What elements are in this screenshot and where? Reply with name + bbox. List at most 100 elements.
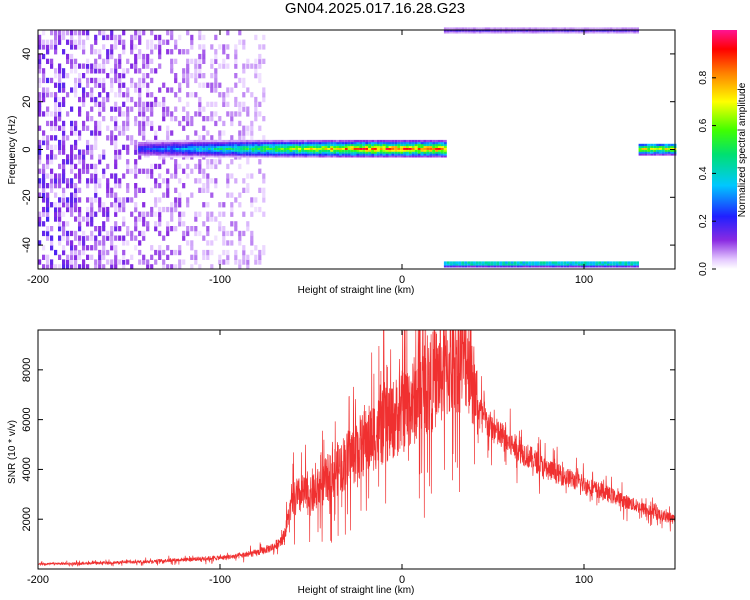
heatmap-noise-cell (154, 221, 158, 227)
heatmap-noise-cell (130, 39, 134, 45)
heatmap-noise-cell (186, 73, 190, 79)
heatmap-signal-cell (397, 151, 401, 154)
heatmap-signal-cell (661, 145, 665, 148)
heatmap-noise-cell (166, 49, 170, 55)
heatmap-noise-cell (78, 111, 82, 117)
heatmap-signal-cell (382, 153, 386, 156)
heatmap-signal-cell (199, 145, 203, 148)
heatmap-signal-cell (161, 155, 165, 158)
heatmap-signal-cell (167, 149, 171, 152)
heatmap-noise-cell (138, 230, 142, 237)
heatmap-noise-cell (78, 96, 82, 103)
heatmap-signal-cell (298, 149, 302, 152)
heatmap-noise-cell (70, 249, 74, 256)
heatmap-noise-cell (54, 92, 58, 98)
heatmap-noise-cell (162, 106, 166, 112)
heatmap-noise-cell (126, 96, 130, 103)
heatmap-signal-cell (540, 263, 543, 266)
heatmap-noise-cell (38, 77, 42, 84)
heatmap-noise-cell (38, 221, 42, 227)
heatmap-noise-cell (150, 39, 154, 45)
heatmap-noise-cell (166, 130, 170, 136)
heatmap-noise-cell (218, 82, 222, 88)
heatmap-noise-cell (114, 163, 118, 170)
heatmap-signal-cell (647, 147, 651, 150)
heatmap-signal-cell (347, 141, 351, 145)
heatmap-noise-cell (66, 230, 70, 237)
heatmap-signal-cell (176, 141, 179, 145)
heatmap-noise-cell (94, 240, 98, 246)
heatmap-noise-cell (114, 92, 118, 98)
heatmap-signal-cell (164, 141, 168, 145)
heatmap-noise-cell (242, 82, 246, 88)
heatmap-noise-cell (54, 249, 58, 256)
heatmap-noise-cell (150, 49, 154, 55)
heatmap-signal-cell (275, 139, 278, 143)
heatmap-signal-cell (341, 147, 345, 150)
heatmap-noise-cell (238, 264, 242, 270)
heatmap-noise-cell (194, 92, 198, 98)
heatmap-noise-cell (86, 82, 90, 88)
heatmap-noise-cell (70, 264, 74, 270)
heatmap-noise-cell (258, 125, 262, 131)
heatmap-signal-cell (245, 143, 249, 147)
heatmap-noise-cell (134, 68, 138, 74)
heatmap-signal-cell (309, 145, 313, 148)
heatmap-noise-cell (110, 259, 114, 265)
heatmap-noise-cell (258, 58, 262, 64)
heatmap-signal-cell (624, 263, 628, 266)
heatmap-signal-cell (557, 263, 561, 266)
heatmap-noise-cell (170, 30, 174, 36)
heatmap-signal-cell (446, 261, 450, 264)
heatmap-noise-cell (198, 82, 202, 88)
heatmap-noise-cell (122, 92, 126, 98)
heatmap-signal-cell (301, 147, 305, 150)
heatmap-signal-cell (292, 153, 296, 156)
heatmap-signal-cell (222, 143, 226, 147)
heatmap-signal-cell (277, 143, 281, 147)
heatmap-noise-cell (38, 216, 42, 222)
heatmap-signal-cell (205, 139, 208, 143)
heatmap-noise-cell (86, 77, 90, 84)
heatmap-noise-cell (114, 39, 118, 45)
heatmap-noise-cell (94, 197, 98, 203)
heatmap-noise-cell (130, 168, 134, 174)
heatmap-signal-cell (350, 141, 354, 145)
heatmap-noise-cell (70, 178, 74, 184)
heatmap-noise-cell (42, 197, 46, 203)
heatmap-noise-cell (90, 44, 94, 50)
heatmap-signal-cell (248, 141, 252, 145)
heatmap-signal-cell (368, 151, 371, 154)
heatmap-signal-cell (528, 27, 532, 30)
heatmap-signal-cell (574, 31, 578, 34)
heatmap-signal-cell (164, 139, 168, 143)
heatmap-noise-cell (66, 111, 70, 117)
heatmap-signal-cell (563, 261, 567, 264)
heatmap-noise-cell (218, 116, 222, 122)
heatmap-noise-cell (118, 82, 122, 88)
heatmap-signal-cell (307, 147, 310, 150)
heatmap-noise-cell (150, 168, 154, 174)
heatmap-signal-cell (411, 147, 415, 150)
heatmap-signal-cell (350, 143, 354, 147)
heatmap-signal-cell (336, 149, 339, 152)
heatmap-signal-cell (228, 147, 232, 150)
heatmap-noise-cell (262, 58, 266, 64)
heatmap-signal-cell (644, 143, 648, 147)
snr-y-tick-label: 4000 (21, 457, 33, 481)
heatmap-signal-cell (327, 155, 331, 158)
heatmap-signal-cell (606, 261, 610, 264)
heatmap-noise-cell (46, 154, 50, 160)
heatmap-signal-cell (298, 139, 302, 143)
heatmap-signal-cell (307, 139, 310, 143)
heatmap-signal-cell (461, 261, 465, 264)
heatmap-noise-cell (90, 254, 94, 260)
heatmap-noise-cell (62, 221, 66, 227)
heatmap-signal-cell (231, 149, 235, 152)
heatmap-noise-cell (62, 139, 66, 146)
heatmap-noise-cell (230, 87, 234, 93)
heatmap-signal-cell (525, 261, 529, 264)
heatmap-noise-cell (86, 125, 90, 131)
heatmap-noise-cell (246, 187, 250, 193)
heatmap-signal-cell (510, 27, 514, 30)
